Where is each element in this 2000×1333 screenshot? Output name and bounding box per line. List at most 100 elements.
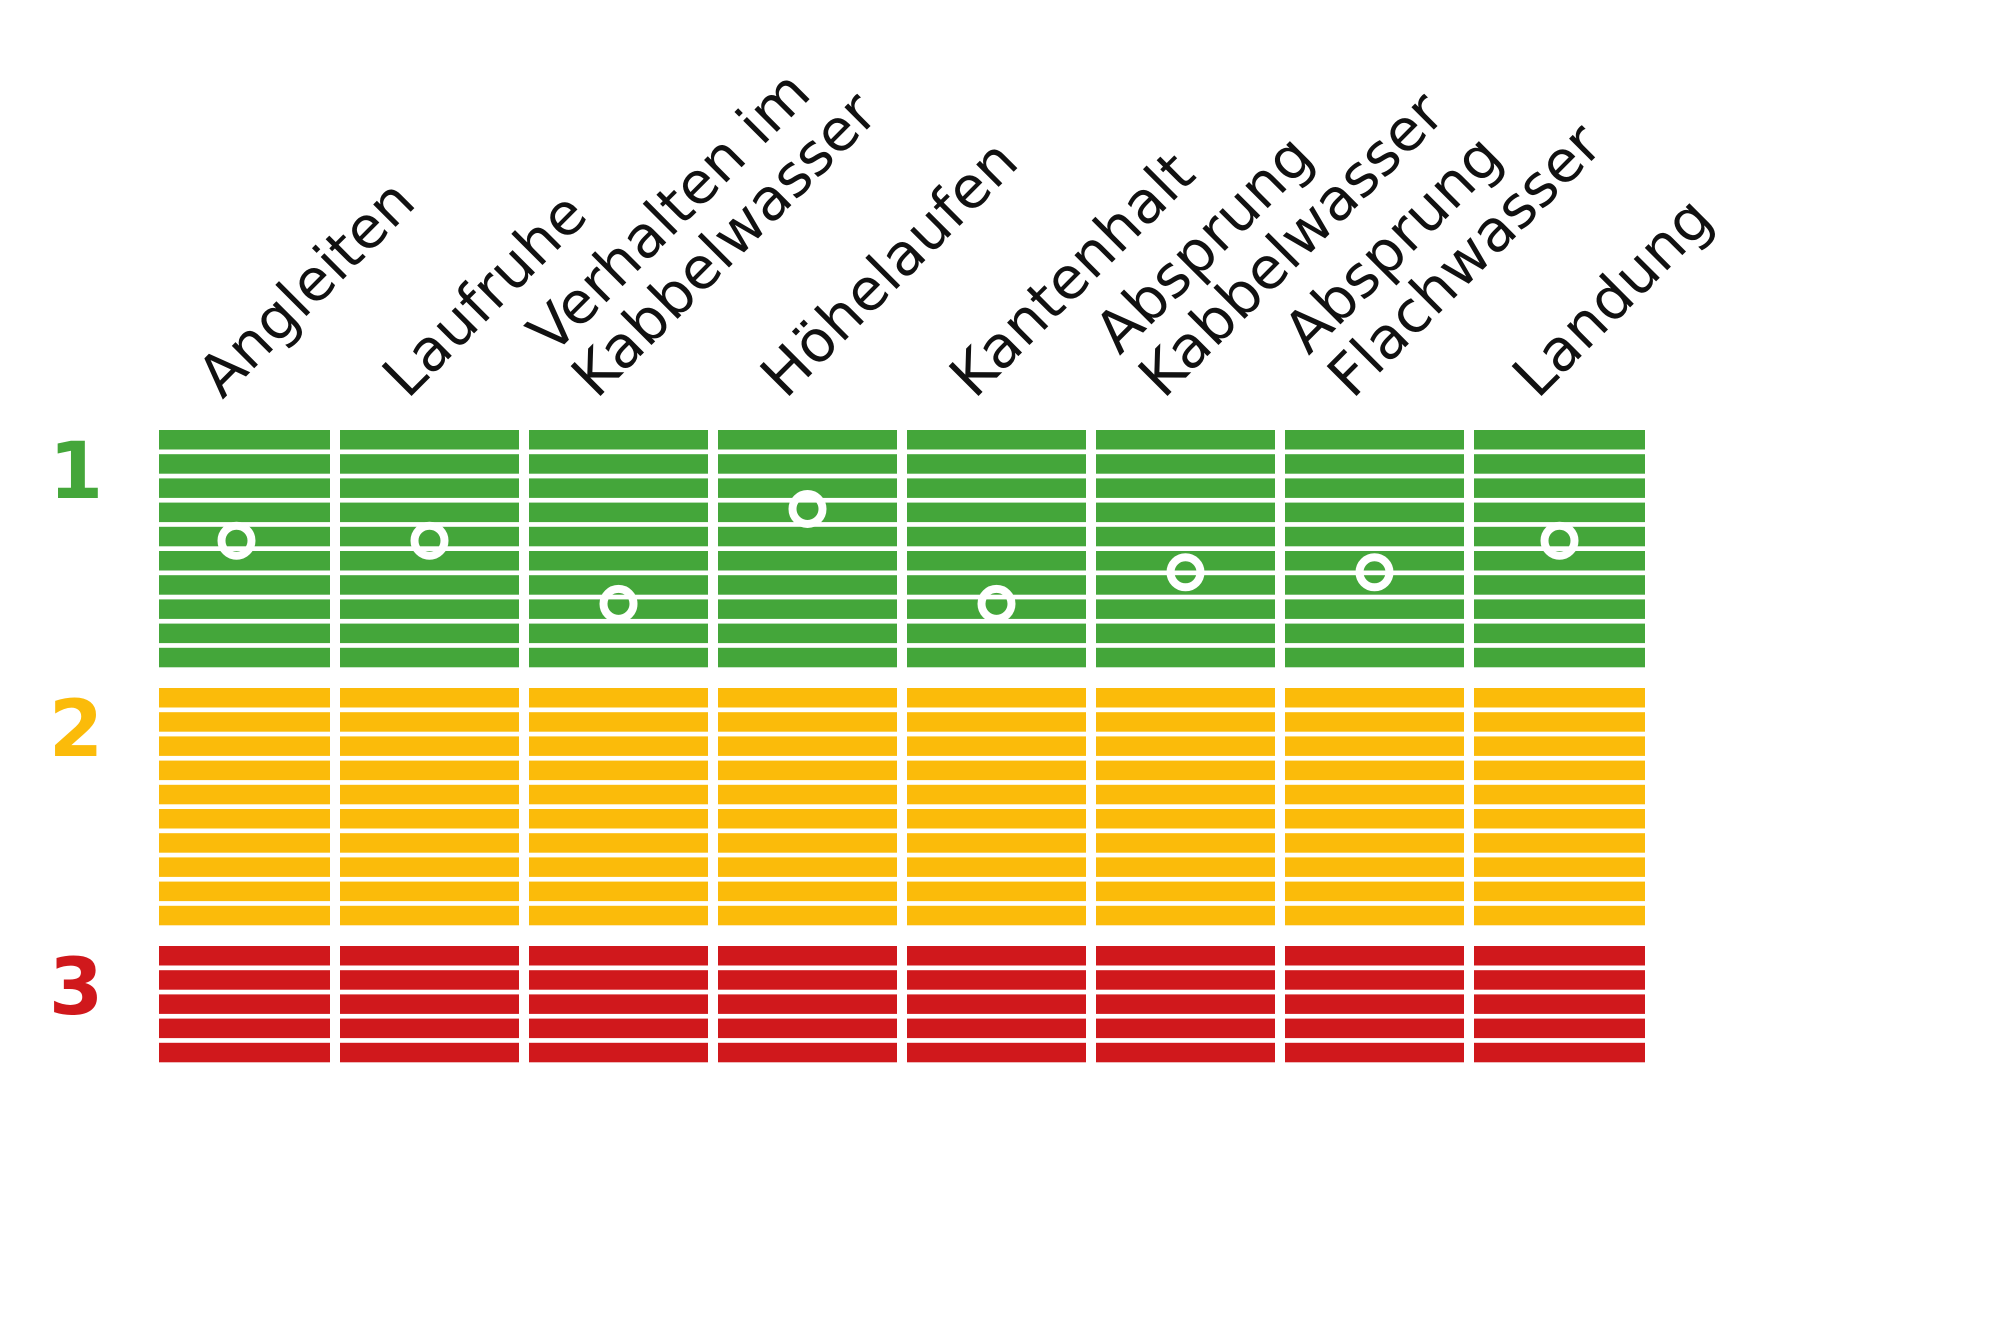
band-1-stripe bbox=[1474, 551, 1645, 571]
band-1-stripe bbox=[1474, 526, 1645, 547]
score-marker bbox=[599, 584, 638, 623]
band-1-stripe bbox=[1096, 599, 1275, 619]
rating-label-1: 1 bbox=[49, 427, 103, 517]
band-3-stripe bbox=[340, 946, 519, 966]
band-3-stripe bbox=[529, 1042, 708, 1063]
band-2-stripe bbox=[340, 688, 519, 708]
band-1-stripe bbox=[907, 430, 1086, 450]
band-3-stripe bbox=[1096, 1042, 1275, 1063]
band-1-stripe bbox=[1285, 647, 1464, 668]
band-2-stripe bbox=[159, 784, 330, 805]
band-2-stripe bbox=[907, 881, 1086, 902]
band-1-stripe bbox=[718, 502, 897, 523]
band-2-stripe bbox=[1474, 760, 1645, 781]
band-2-stripe bbox=[159, 905, 330, 926]
band-1-stripe bbox=[1096, 454, 1275, 474]
band-1-stripe bbox=[1285, 430, 1464, 450]
band-2-stripe bbox=[159, 809, 330, 829]
band-1-stripe bbox=[718, 575, 897, 595]
band-2-stripe bbox=[718, 688, 897, 708]
band-1-stripe bbox=[159, 575, 330, 595]
band-3-stripe bbox=[1474, 1018, 1645, 1039]
band-1-stripe bbox=[340, 623, 519, 644]
band-3-stripe bbox=[718, 994, 897, 1014]
band-1-stripe bbox=[340, 599, 519, 619]
band-1-stripe bbox=[1096, 430, 1275, 450]
band-1-stripe bbox=[1285, 454, 1464, 474]
band-1-stripe bbox=[529, 623, 708, 644]
band-1-stripe bbox=[907, 599, 1086, 619]
band-3-stripe bbox=[718, 1042, 897, 1063]
band-2-stripe bbox=[907, 736, 1086, 756]
band-2-stripe bbox=[1096, 688, 1275, 708]
band-1-stripe bbox=[907, 551, 1086, 571]
band-1-stripe bbox=[159, 502, 330, 523]
band-1-stripe bbox=[1474, 599, 1645, 619]
band-2-stripe bbox=[1285, 688, 1464, 708]
band-1-stripe bbox=[1285, 478, 1464, 498]
band-2-stripe bbox=[340, 905, 519, 926]
band-3-stripe bbox=[529, 970, 708, 990]
band-2-stripe bbox=[1285, 760, 1464, 781]
band-2-stripe bbox=[340, 784, 519, 805]
band-3-stripe bbox=[1474, 994, 1645, 1014]
band-2-stripe bbox=[529, 857, 708, 877]
band-1-stripe bbox=[529, 526, 708, 547]
score-marker bbox=[1166, 553, 1205, 592]
band-2-stripe bbox=[529, 881, 708, 902]
band-3-stripe bbox=[340, 1018, 519, 1039]
band-2-stripe bbox=[529, 784, 708, 805]
band-2-stripe bbox=[529, 760, 708, 781]
band-1-stripe bbox=[1474, 502, 1645, 523]
band-3-stripe bbox=[159, 1018, 330, 1039]
band-1-stripe bbox=[340, 430, 519, 450]
band-1-stripe bbox=[907, 454, 1086, 474]
band-2-stripe bbox=[529, 688, 708, 708]
band-2-stripe bbox=[907, 809, 1086, 829]
band-1-stripe bbox=[907, 526, 1086, 547]
band-2-stripe bbox=[1474, 809, 1645, 829]
band-2-stripe bbox=[1474, 784, 1645, 805]
band-3-stripe bbox=[907, 970, 1086, 990]
band-2-stripe bbox=[1285, 712, 1464, 732]
band-2-stripe bbox=[1096, 881, 1275, 902]
band-3-stripe bbox=[1285, 1042, 1464, 1063]
band-2-stripe bbox=[1096, 857, 1275, 877]
band-2-stripe bbox=[340, 881, 519, 902]
score-marker bbox=[410, 521, 449, 560]
band-3-stripe bbox=[159, 994, 330, 1014]
band-2-stripe bbox=[1096, 760, 1275, 781]
rating-label-3: 3 bbox=[49, 943, 103, 1033]
band-2-stripe bbox=[1096, 905, 1275, 926]
band-1-stripe bbox=[907, 478, 1086, 498]
score-markers bbox=[217, 490, 1579, 623]
band-1-stripe bbox=[159, 430, 330, 450]
band-3-stripe bbox=[159, 1042, 330, 1063]
band-2-stripe bbox=[1474, 881, 1645, 902]
band-1 bbox=[159, 430, 1645, 668]
band-2-stripe bbox=[340, 712, 519, 732]
band-2-stripe bbox=[907, 784, 1086, 805]
band-2-stripe bbox=[718, 833, 897, 853]
band-3-stripe bbox=[1474, 946, 1645, 966]
band-3-stripe bbox=[340, 1042, 519, 1063]
band-1-stripe bbox=[1096, 502, 1275, 523]
band-1-stripe bbox=[718, 599, 897, 619]
band-1-stripe bbox=[159, 623, 330, 644]
band-3-stripe bbox=[529, 1018, 708, 1039]
band-1-stripe bbox=[1285, 526, 1464, 547]
band-1-stripe bbox=[1096, 526, 1275, 547]
band-2-stripe bbox=[1474, 712, 1645, 732]
band-1-stripe bbox=[529, 430, 708, 450]
band-1-stripe bbox=[1474, 623, 1645, 644]
band-1-stripe bbox=[340, 647, 519, 668]
band-1-stripe bbox=[718, 454, 897, 474]
band-2-stripe bbox=[1096, 809, 1275, 829]
band-2-stripe bbox=[907, 688, 1086, 708]
band-1-stripe bbox=[159, 647, 330, 668]
band-2-stripe bbox=[529, 712, 708, 732]
band-2-stripe bbox=[159, 881, 330, 902]
band-2-stripe bbox=[718, 736, 897, 756]
band-1-stripe bbox=[159, 478, 330, 498]
